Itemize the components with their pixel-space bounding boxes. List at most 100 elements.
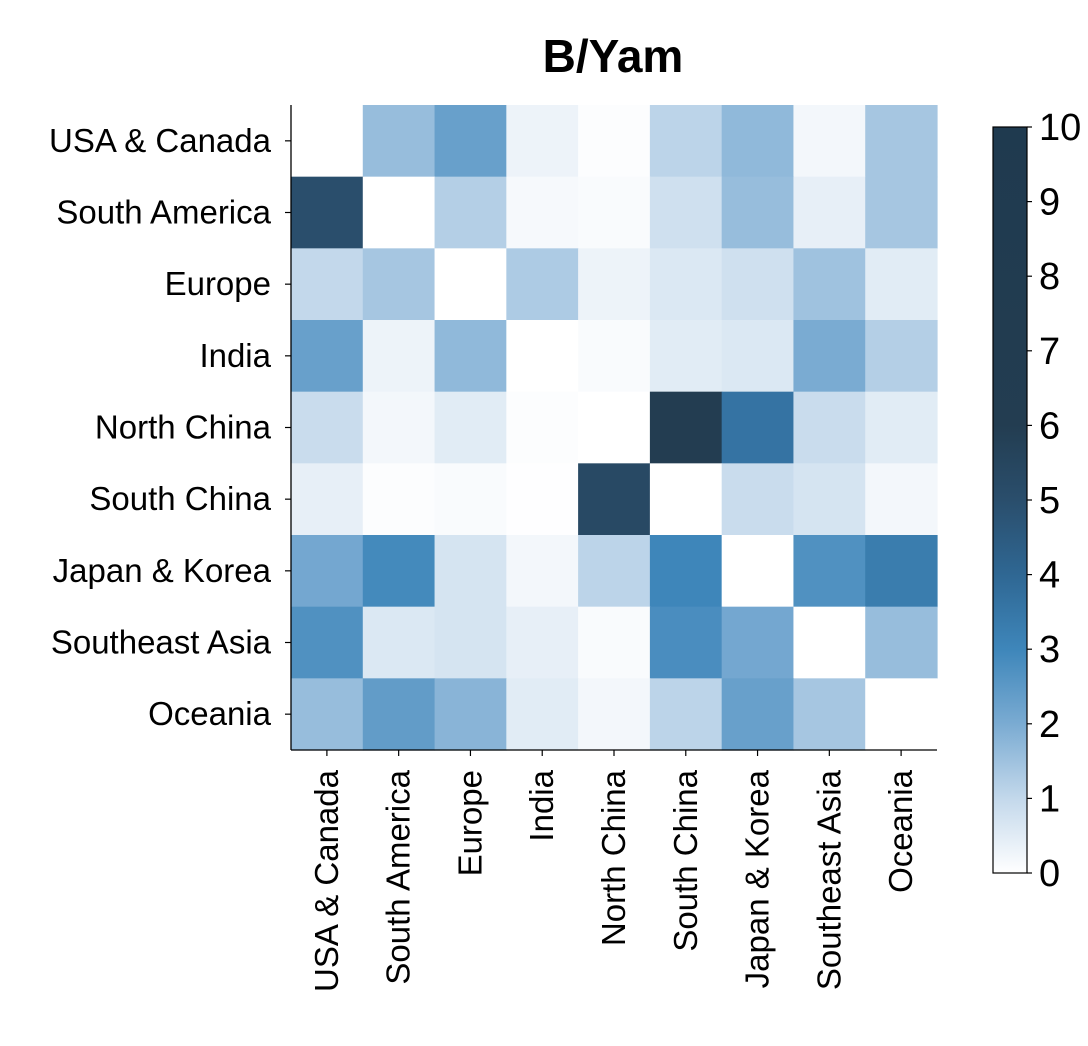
x-tick-label: Japan & Korea — [739, 769, 776, 988]
y-tick-label: Southeast Asia — [51, 624, 272, 661]
colorbar-tick-label: 4 — [1039, 555, 1060, 597]
heatmap-cell — [506, 606, 579, 679]
x-tick-label: Oceania — [882, 769, 919, 893]
heatmap-cell — [291, 320, 364, 393]
y-tick-label: South America — [56, 194, 271, 231]
colorbar-tick-label: 3 — [1039, 629, 1060, 671]
heatmap-cell — [362, 248, 436, 321]
heatmap-cell — [865, 391, 938, 464]
heatmap-cell — [721, 678, 795, 751]
heatmap-cell — [506, 320, 579, 393]
chart-title: B/Yam — [543, 30, 684, 82]
heatmap-cell — [649, 535, 723, 608]
heatmap-cell — [291, 391, 364, 464]
colorbar-tick-label: 5 — [1039, 480, 1060, 522]
heatmap-cell — [362, 463, 436, 536]
colorbar-tick-label: 10 — [1039, 107, 1081, 149]
heatmap-cell — [649, 176, 723, 249]
heatmap-cells — [291, 105, 938, 751]
heatmap-cell — [578, 463, 651, 536]
y-tick-label: Oceania — [148, 695, 272, 732]
heatmap-cell — [793, 391, 866, 464]
y-tick-label: South China — [89, 480, 271, 517]
heatmap-cell — [793, 320, 866, 393]
heatmap-cell — [865, 105, 938, 178]
heatmap-cell — [291, 678, 364, 751]
heatmap-cell — [506, 535, 579, 608]
heatmap-cell — [578, 105, 651, 178]
heatmap-cell — [578, 248, 651, 321]
heatmap-cell — [291, 176, 364, 249]
heatmap-cell — [362, 606, 436, 679]
heatmap-cell — [721, 248, 795, 321]
x-tick-label: Europe — [451, 770, 488, 876]
heatmap-cell — [506, 678, 579, 751]
x-tick-label: India — [523, 769, 560, 841]
heatmap-cell — [578, 391, 651, 464]
heatmap-cell — [793, 463, 866, 536]
heatmap-cell — [506, 463, 579, 536]
y-tick-label: North China — [95, 409, 272, 446]
heatmap-cell — [506, 176, 579, 249]
heatmap-cell — [291, 105, 364, 178]
heatmap-cell — [649, 248, 723, 321]
heatmap-cell — [578, 320, 651, 393]
y-tick-label: Europe — [165, 265, 271, 302]
colorbar-tick-label: 6 — [1039, 405, 1060, 447]
heatmap-cell — [434, 535, 507, 608]
heatmap-cell — [434, 176, 507, 249]
heatmap-cell — [649, 105, 723, 178]
heatmap-cell — [362, 320, 436, 393]
heatmap-cell — [865, 248, 938, 321]
x-tick-label: North China — [595, 769, 632, 946]
colorbar-tick-label: 7 — [1039, 331, 1060, 373]
heatmap-cell — [865, 320, 938, 393]
heatmap-cell — [649, 463, 723, 536]
colorbar-tick-label: 2 — [1039, 704, 1060, 746]
heatmap-cell — [865, 535, 938, 608]
heatmap-cell — [721, 391, 795, 464]
heatmap-cell — [865, 678, 938, 751]
heatmap-cell — [506, 248, 579, 321]
heatmap-cell — [578, 176, 651, 249]
heatmap-cell — [793, 535, 866, 608]
heatmap-axes — [285, 105, 937, 756]
heatmap-cell — [865, 176, 938, 249]
y-tick-label: Japan & Korea — [53, 552, 272, 589]
heatmap-cell — [434, 606, 507, 679]
x-tick-label: South China — [667, 769, 704, 951]
x-tick-label: South America — [380, 769, 417, 984]
colorbar-tick-label: 1 — [1039, 778, 1060, 820]
heatmap-cell — [434, 320, 507, 393]
x-tick-labels: USA & Canada South America Europe India Nort… — [308, 769, 919, 992]
heatmap-cell — [865, 463, 938, 536]
heatmap-cell — [434, 105, 507, 178]
heatmap-cell — [793, 606, 866, 679]
heatmap-cell — [362, 391, 436, 464]
heatmap-cell — [506, 105, 579, 178]
x-tick-label: Southeast Asia — [810, 769, 847, 990]
heatmap-cell — [506, 391, 579, 464]
colorbar: 0 1 2 3 4 5 6 7 8 9 10 — [992, 107, 1081, 895]
heatmap-cell — [793, 176, 866, 249]
heatmap-cell — [649, 320, 723, 393]
y-tick-label: USA & Canada — [49, 122, 272, 159]
heatmap-cell — [721, 463, 795, 536]
heatmap-cell — [434, 463, 507, 536]
colorbar-tick-label: 0 — [1039, 853, 1060, 895]
heatmap-cell — [362, 678, 436, 751]
heatmap-cell — [291, 463, 364, 536]
colorbar-tick-label: 9 — [1039, 182, 1060, 224]
heatmap-cell — [793, 248, 866, 321]
heatmap-cell — [362, 176, 436, 249]
heatmap-cell — [578, 606, 651, 679]
heatmap-cell — [578, 535, 651, 608]
heatmap-cell — [721, 535, 795, 608]
heatmap-cell — [793, 105, 866, 178]
heatmap-cell — [649, 606, 723, 679]
x-tick-label: USA & Canada — [308, 769, 345, 992]
heatmap-cell — [578, 678, 651, 751]
heatmap-cell — [649, 678, 723, 751]
heatmap-cell — [865, 606, 938, 679]
